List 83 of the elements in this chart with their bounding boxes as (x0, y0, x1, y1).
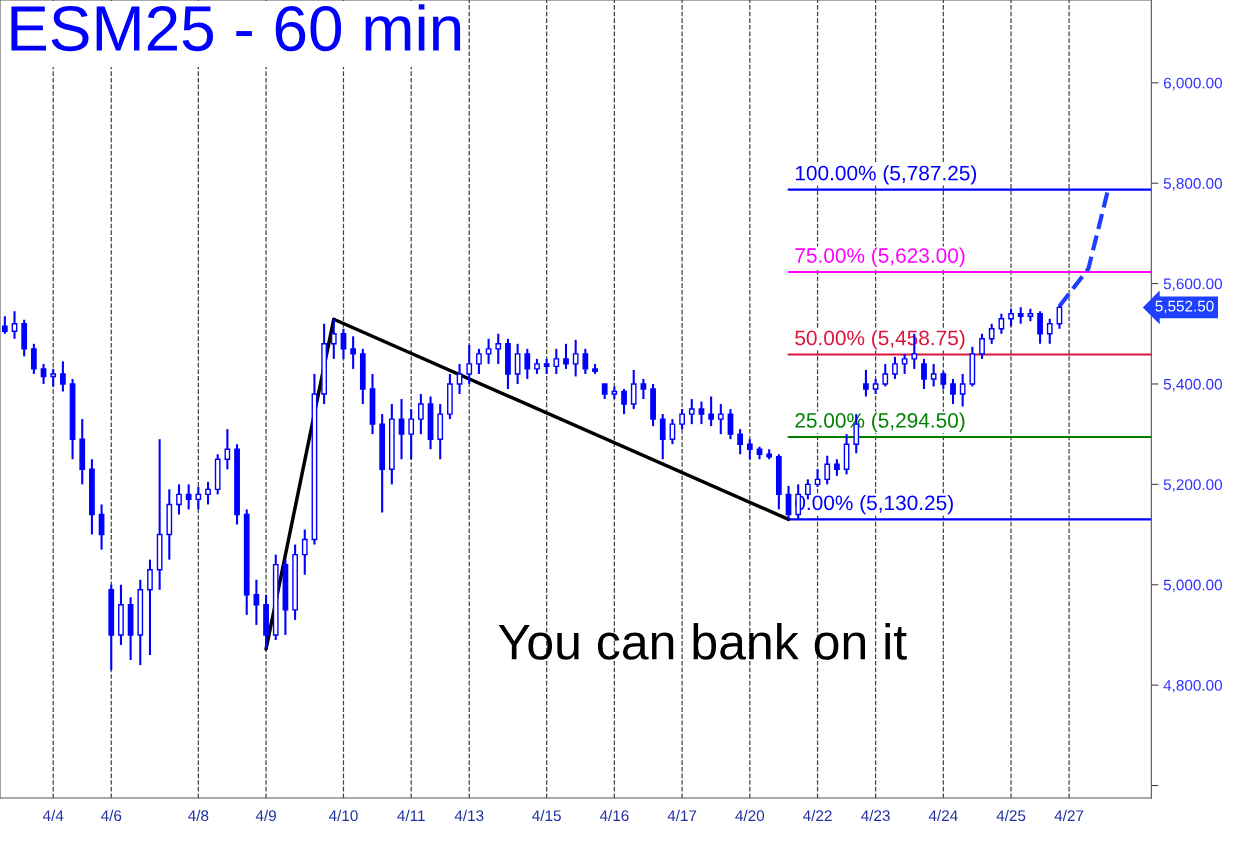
x-tick-label: 4/9 (255, 809, 276, 822)
candlestick (824, 454, 831, 486)
x-tick-label: 4/15 (532, 809, 561, 822)
chart-title: ESM25 - 60 min (11, 4, 461, 52)
candlestick (1046, 317, 1053, 345)
candlestick (476, 347, 482, 375)
candlestick (466, 343, 473, 386)
candlestick (746, 438, 753, 461)
candlestick (301, 528, 308, 576)
candlestick (176, 483, 182, 516)
candlestick (892, 355, 898, 380)
x-tick-label: 4/20 (735, 809, 765, 822)
candlestick (979, 332, 985, 360)
y-tick-label: 5,000.00 (1163, 579, 1223, 593)
x-tick-label: 4/25 (996, 809, 1026, 822)
candlestick (147, 558, 153, 657)
candlestick (408, 408, 415, 461)
y-tick-label: 5,200.00 (1163, 479, 1223, 492)
candlestick (417, 392, 424, 436)
x-tick-label: 4/22 (803, 809, 832, 822)
candlestick (640, 377, 647, 401)
y-tick-label: 6,000.00 (1163, 77, 1223, 91)
candlestick (485, 337, 492, 365)
candlestick (185, 483, 192, 511)
candlestick (921, 357, 927, 391)
candlestick (698, 400, 705, 426)
x-tick-label: 4/13 (454, 809, 484, 822)
annotation: You can bank on it (498, 623, 907, 660)
candlestick (1037, 310, 1043, 345)
candlestick (950, 377, 956, 406)
candlestick (495, 332, 502, 365)
candlestick (988, 322, 995, 345)
x-tick-label: 4/11 (397, 809, 425, 822)
y-tick-label: 5,600.00 (1163, 278, 1223, 292)
y-tick-label: 5,800.00 (1163, 178, 1223, 191)
candlestick (882, 362, 889, 388)
candlestick (456, 362, 463, 396)
x-tick-label: 4/16 (599, 809, 629, 822)
candlestick (205, 480, 211, 506)
y-tick-label: 4,800.00 (1163, 679, 1223, 693)
candlestick (330, 318, 337, 360)
candlestick (224, 428, 231, 471)
candlestick (863, 368, 869, 398)
text: 5,552.50 (1155, 300, 1214, 314)
candlestick (340, 327, 347, 360)
candlestick (688, 397, 695, 426)
candlestick (40, 362, 47, 386)
x-tick-label: 4/6 (101, 809, 122, 822)
candlestick (60, 360, 66, 393)
candlestick (901, 352, 908, 375)
x-tick-label: 4/17 (667, 809, 697, 822)
ref-line-label: 100.00% (5,787.25) (795, 165, 977, 185)
candlestick (582, 347, 589, 375)
candlestick (930, 362, 937, 388)
candlestick (679, 408, 685, 431)
candlestick (524, 347, 531, 380)
candlestick (30, 342, 37, 375)
candlestick (514, 342, 521, 386)
candlestick (11, 310, 18, 340)
candlestick (563, 342, 569, 370)
candlestick (717, 403, 724, 436)
candlestick (737, 428, 744, 456)
candlestick (621, 387, 627, 416)
candlestick (553, 347, 560, 375)
candlestick (669, 418, 676, 446)
y-tick-label: 5,400.00 (1163, 378, 1223, 392)
candlestick (253, 578, 260, 626)
candlestick (195, 485, 202, 511)
candlestick (727, 408, 734, 441)
candlestick (659, 413, 666, 461)
candlestick (708, 395, 714, 428)
x-tick-label: 4/8 (188, 809, 209, 822)
x-tick-label: 4/10 (328, 809, 358, 822)
candlestick (630, 368, 637, 411)
candlestick (572, 338, 579, 378)
x-tick-label: 4/24 (928, 809, 958, 822)
candlestick (398, 397, 405, 461)
x-tick-label: 4/4 (42, 809, 64, 822)
ref-line-label: 75.00% (5,623.00) (795, 247, 965, 268)
x-tick-label: 4/23 (861, 809, 890, 822)
x-tick-label: 4/27 (1054, 809, 1084, 822)
candlestick (959, 372, 966, 408)
candlestick (350, 335, 357, 370)
